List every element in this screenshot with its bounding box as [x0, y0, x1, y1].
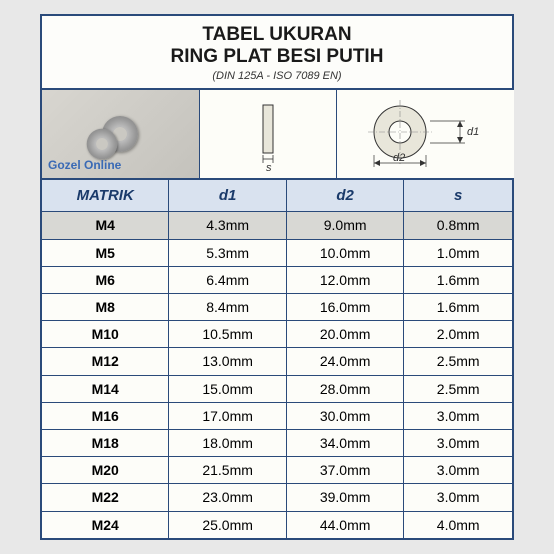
cell-m: M6 — [42, 266, 169, 293]
cell-s: 3.0mm — [404, 402, 512, 429]
table-row: M2021.5mm37.0mm3.0mm — [42, 457, 512, 484]
table-row: M66.4mm12.0mm1.6mm — [42, 266, 512, 293]
cell-s: 3.0mm — [404, 429, 512, 456]
cell-m: M4 — [42, 212, 169, 239]
cell-m: M20 — [42, 457, 169, 484]
table-row: M88.4mm16.0mm1.6mm — [42, 294, 512, 321]
size-table: MATRIK d1 d2 s M44.3mm9.0mm0.8mmM55.3mm1… — [42, 180, 512, 538]
col-header-d2: d2 — [286, 180, 404, 212]
cell-m: M5 — [42, 239, 169, 266]
table-row: M1415.0mm28.0mm2.5mm — [42, 375, 512, 402]
cell-d2: 10.0mm — [286, 239, 404, 266]
cell-d1: 23.0mm — [169, 484, 287, 511]
cell-d2: 9.0mm — [286, 212, 404, 239]
cell-d2: 24.0mm — [286, 348, 404, 375]
cell-d1: 8.4mm — [169, 294, 287, 321]
table-row: M1617.0mm30.0mm3.0mm — [42, 402, 512, 429]
cell-s: 4.0mm — [404, 511, 512, 538]
brand-label: Gozel Online — [48, 158, 121, 172]
title-sub: (DIN 125A - ISO 7089 EN) — [46, 70, 508, 82]
cell-d1: 13.0mm — [169, 348, 287, 375]
diagram-top-view: d1 d2 — [337, 90, 514, 178]
title-block: TABEL UKURAN RING PLAT BESI PUTIH (DIN 1… — [42, 16, 512, 90]
cell-d1: 15.0mm — [169, 375, 287, 402]
cell-d1: 25.0mm — [169, 511, 287, 538]
cell-d1: 18.0mm — [169, 429, 287, 456]
col-header-d1: d1 — [169, 180, 287, 212]
cell-d2: 30.0mm — [286, 402, 404, 429]
cell-m: M14 — [42, 375, 169, 402]
cell-s: 1.0mm — [404, 239, 512, 266]
cell-d2: 12.0mm — [286, 266, 404, 293]
cell-s: 3.0mm — [404, 484, 512, 511]
cell-d2: 28.0mm — [286, 375, 404, 402]
cell-d2: 37.0mm — [286, 457, 404, 484]
cell-d1: 6.4mm — [169, 266, 287, 293]
cell-d2: 39.0mm — [286, 484, 404, 511]
cell-s: 2.5mm — [404, 375, 512, 402]
cell-s: 3.0mm — [404, 457, 512, 484]
cell-d2: 34.0mm — [286, 429, 404, 456]
cell-d2: 16.0mm — [286, 294, 404, 321]
cell-m: M18 — [42, 429, 169, 456]
table-row: M55.3mm10.0mm1.0mm — [42, 239, 512, 266]
col-header-matrik: MATRIK — [42, 180, 169, 212]
cell-d2: 44.0mm — [286, 511, 404, 538]
cell-d1: 21.5mm — [169, 457, 287, 484]
cell-m: M8 — [42, 294, 169, 321]
diagram-side-view: s — [200, 90, 337, 178]
title-line1: TABEL UKURAN — [46, 24, 508, 46]
cell-m: M10 — [42, 321, 169, 348]
cell-d1: 4.3mm — [169, 212, 287, 239]
col-header-s: s — [404, 180, 512, 212]
title-line2: RING PLAT BESI PUTIH — [46, 46, 508, 68]
cell-d1: 17.0mm — [169, 402, 287, 429]
cell-d1: 5.3mm — [169, 239, 287, 266]
table-row: M1818.0mm34.0mm3.0mm — [42, 429, 512, 456]
spec-card: TABEL UKURAN RING PLAT BESI PUTIH (DIN 1… — [40, 14, 514, 539]
cell-d2: 20.0mm — [286, 321, 404, 348]
cell-s: 0.8mm — [404, 212, 512, 239]
table-header-row: MATRIK d1 d2 s — [42, 180, 512, 212]
cell-s: 2.0mm — [404, 321, 512, 348]
cell-m: M12 — [42, 348, 169, 375]
cell-d1: 10.5mm — [169, 321, 287, 348]
washer-photo-icon — [87, 129, 118, 160]
dim-d2-label: d2 — [393, 152, 405, 164]
table-row: M2425.0mm44.0mm4.0mm — [42, 511, 512, 538]
dim-d1-label: d1 — [467, 126, 479, 138]
product-photo-cell: Gozel Online — [42, 90, 200, 178]
diagram-row: Gozel Online s d1 — [42, 90, 512, 180]
cell-m: M24 — [42, 511, 169, 538]
dim-s-label: s — [266, 162, 272, 174]
table-row: M44.3mm9.0mm0.8mm — [42, 212, 512, 239]
table-row: M2223.0mm39.0mm3.0mm — [42, 484, 512, 511]
table-row: M1213.0mm24.0mm2.5mm — [42, 348, 512, 375]
cell-m: M22 — [42, 484, 169, 511]
cell-s: 1.6mm — [404, 266, 512, 293]
cell-m: M16 — [42, 402, 169, 429]
cell-s: 2.5mm — [404, 348, 512, 375]
table-row: M1010.5mm20.0mm2.0mm — [42, 321, 512, 348]
cell-s: 1.6mm — [404, 294, 512, 321]
